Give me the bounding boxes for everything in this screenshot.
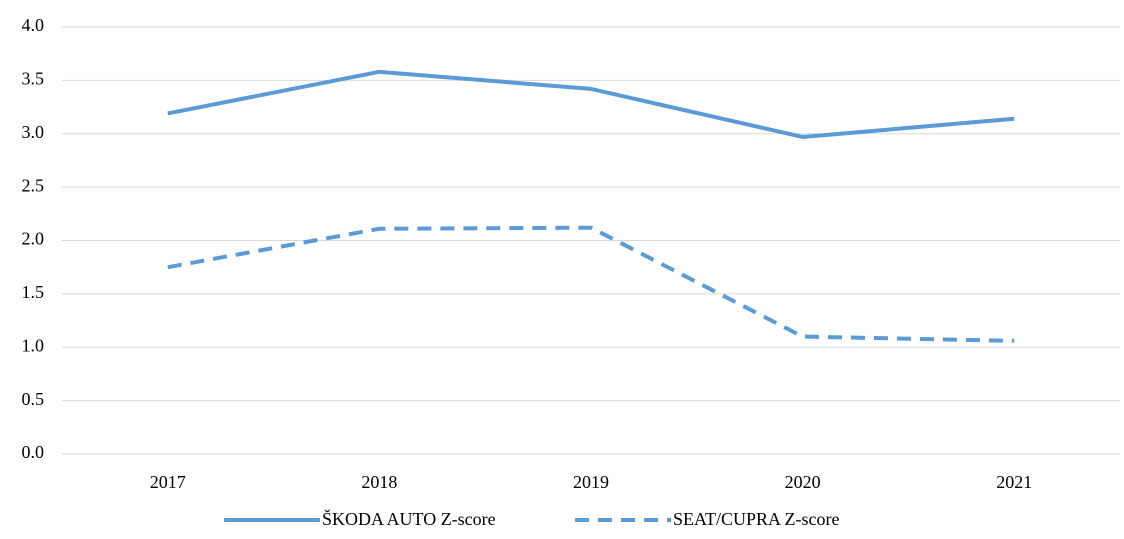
x-tick-label: 2018 xyxy=(361,472,397,492)
y-tick-label: 2.5 xyxy=(22,175,45,195)
y-tick-label: 3.5 xyxy=(22,69,45,89)
y-tick-label: 0.0 xyxy=(22,442,45,462)
y-tick-label: 0.5 xyxy=(22,389,45,409)
y-tick-label: 3.0 xyxy=(22,122,45,142)
series-line xyxy=(167,225,1015,343)
y-tick-label: 1.5 xyxy=(22,282,45,302)
x-tick-label: 2019 xyxy=(573,472,609,492)
x-tick-label: 2017 xyxy=(150,472,186,492)
legend-label: SEAT/CUPRA Z-score xyxy=(673,509,840,529)
x-tick-label: 2021 xyxy=(996,472,1032,492)
x-tick-label: 2020 xyxy=(785,472,821,492)
series-line xyxy=(167,69,1015,139)
y-tick-label: 4.0 xyxy=(22,15,45,35)
legend-label: ŠKODA AUTO Z-score xyxy=(322,508,496,529)
y-tick-label: 1.0 xyxy=(22,335,45,355)
y-tick-label: 2.0 xyxy=(22,229,45,249)
